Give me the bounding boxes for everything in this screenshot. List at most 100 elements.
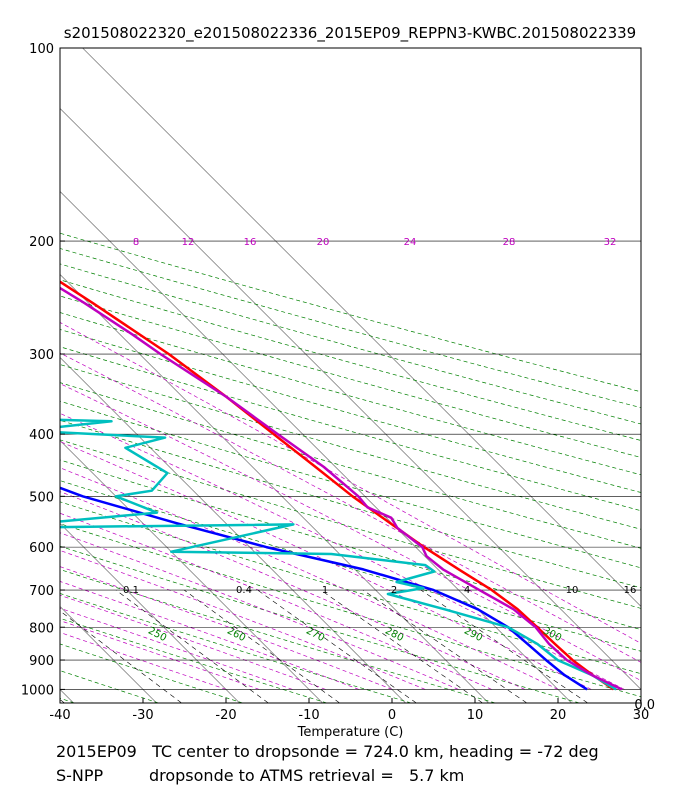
x-tick-label: -30 — [132, 708, 153, 723]
dry-adiabat-line — [60, 523, 641, 698]
x-tick-labels: -40 -30 -20 -10 0 10 20 30 — [49, 698, 649, 723]
x-axis-label: Temperature (C) — [297, 725, 404, 740]
x-tick-label: 30 — [633, 708, 650, 723]
dry-adiabat-line — [60, 643, 243, 703]
moist-adiabat-line — [60, 383, 641, 681]
dry-adiabat-line — [60, 670, 159, 703]
y-tick-label: 400 — [29, 428, 54, 443]
footer-line-2: S-NPP dropsonde to ATMS retrieval = 5.7 … — [56, 766, 465, 785]
dry-adiabat-line — [60, 263, 641, 425]
dry-adiabat-line — [60, 439, 641, 609]
x-tick-label: -40 — [49, 708, 70, 723]
isotherm-line — [60, 688, 74, 703]
moist-adiabat-line — [60, 594, 326, 690]
mixing-ratio-label: 24 — [404, 237, 417, 248]
isotherm-line — [60, 356, 406, 703]
x-tick-label: -10 — [298, 708, 319, 723]
mixing-ratio-lines — [60, 589, 588, 703]
dry-adiabat-line — [60, 545, 580, 703]
dry-adiabat-line — [60, 593, 412, 703]
dry-adiabat-label: 260 — [225, 626, 247, 644]
pressure-gridlines — [60, 48, 641, 690]
mixing-ratio-label: 20 — [317, 237, 330, 248]
mixing-ratio-label-700: 10 — [566, 585, 579, 596]
mixing-ratio-labels-700: 0.1 0.4 1 2 4 10 16 — [123, 585, 636, 596]
y-tick-label: 700 — [29, 584, 54, 599]
isotherm-line — [60, 273, 489, 703]
dry-adiabat-label: 270 — [304, 626, 326, 644]
chart-title: s201508022320_e201508022336_2015EP09_REP… — [64, 24, 636, 43]
moist-adiabat-line — [60, 512, 492, 690]
mixing-ratio-label-700: 0.1 — [123, 585, 139, 596]
moist-adiabats — [60, 322, 641, 690]
mixing-ratio-label-700: 0.4 — [236, 585, 252, 596]
dry-adiabat-line — [60, 279, 641, 441]
plot-frame — [59, 47, 642, 704]
y-tick-label: 600 — [29, 541, 54, 556]
footer-line-1: 2015EP09 TC center to dropsonde = 724.0 … — [56, 742, 599, 761]
isotherm-line — [60, 522, 240, 703]
y-tick-label: 300 — [29, 348, 54, 363]
mixing-ratio-label: 32 — [604, 237, 617, 248]
y-tick-label: 200 — [29, 235, 54, 250]
mixing-ratio-line — [362, 589, 527, 703]
moist-adiabat-line — [60, 566, 393, 690]
isotherm-line — [60, 439, 323, 703]
mixing-ratio-line — [257, 589, 417, 703]
mixing-ratio-label: 28 — [503, 237, 516, 248]
dry-adiabat-line — [60, 400, 641, 569]
x-tick-label: 20 — [550, 708, 567, 723]
dry-adiabat-line — [60, 501, 641, 675]
dry-adiabat-line — [60, 419, 641, 589]
isotherms — [60, 48, 641, 703]
moist-adiabat-line — [60, 467, 559, 690]
dry-adiabat-line — [60, 697, 75, 703]
dry-adiabat-line — [60, 329, 641, 493]
moist-adiabat-line — [60, 607, 293, 690]
profile-series-3 — [60, 418, 617, 691]
y-tick-label: 500 — [29, 490, 54, 505]
y-tick-label: 800 — [29, 621, 54, 636]
y-tick-label: 1000 — [21, 683, 54, 698]
mixing-ratio-label: 12 — [182, 237, 195, 248]
dry-adiabat-line — [60, 459, 641, 630]
dry-adiabats — [60, 232, 641, 703]
isotherm-line — [60, 190, 572, 703]
moist-adiabat-line — [60, 322, 641, 644]
dry-adiabat-line — [60, 346, 641, 512]
dry-adiabat-line — [60, 382, 641, 549]
moist-adiabat-line — [60, 491, 525, 690]
dry-adiabat-line — [60, 248, 641, 409]
mixing-ratio-line — [60, 610, 182, 703]
mixing-ratio-label-700: 2 — [391, 585, 397, 596]
moist-adiabat-line — [60, 352, 641, 663]
mixing-ratio-labels-200: 8 12 16 20 24 28 32 — [133, 237, 617, 248]
x-tick-label: 0 — [388, 708, 396, 723]
dry-adiabat-line — [60, 312, 641, 476]
mixing-ratio-line — [320, 589, 483, 703]
dry-adiabat-line — [60, 364, 641, 530]
profile-series-4 — [60, 286, 623, 691]
mixing-ratio-line — [184, 589, 340, 703]
mixing-ratio-label-700: 16 — [624, 585, 637, 596]
dry-adiabat-label: 290 — [462, 626, 484, 644]
x-tick-label: -20 — [215, 708, 236, 723]
profile-series-2 — [60, 486, 588, 691]
dry-adiabat-label: 280 — [383, 626, 405, 644]
isotherm-line — [60, 107, 641, 690]
dry-adiabat-line — [60, 295, 641, 458]
mixing-ratio-label-700: 4 — [464, 585, 470, 596]
y-tick-label: 100 — [29, 42, 54, 57]
mixing-ratio-label-700: 1 — [322, 585, 328, 596]
dry-adiabat-line — [60, 480, 641, 652]
profile-series-1 — [60, 280, 615, 691]
y-tick-label: 900 — [29, 654, 54, 669]
mixing-ratio-label: 8 — [133, 237, 139, 248]
y-tick-labels: 100 200 300 400 500 600 700 800 900 1000 — [21, 42, 65, 698]
moist-adiabat-line — [60, 550, 426, 690]
mixing-ratio-line — [115, 589, 269, 703]
x-tick-label: 10 — [467, 708, 484, 723]
mixing-ratio-line — [420, 589, 588, 703]
